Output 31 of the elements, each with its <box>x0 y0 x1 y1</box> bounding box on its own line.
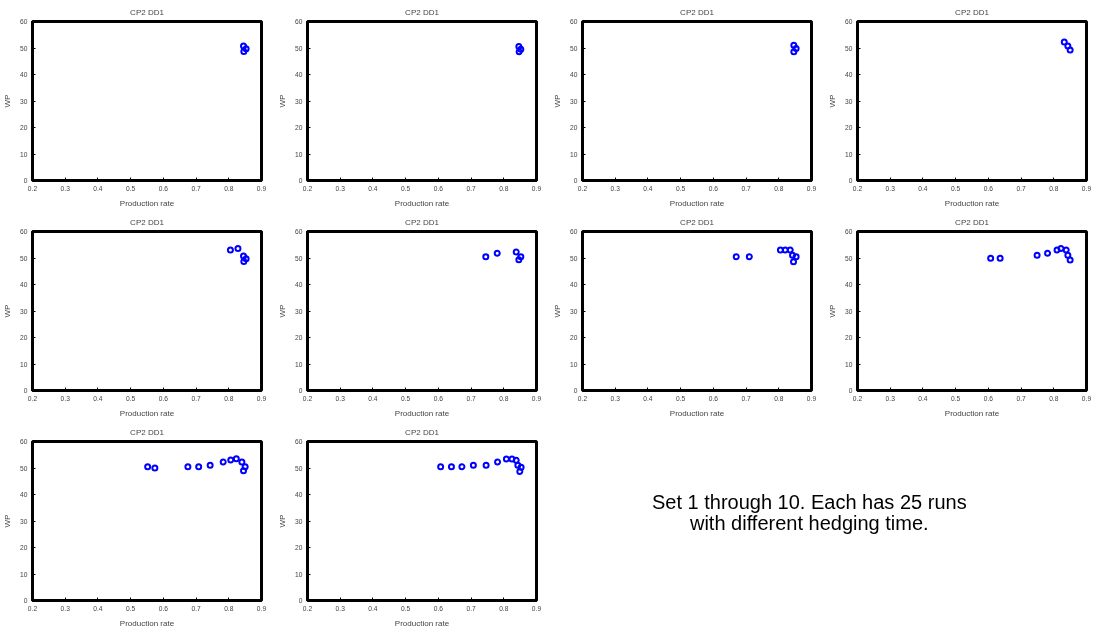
chart-title: CP2 DD1 <box>405 217 440 227</box>
chart-title: CP2 DD1 <box>680 217 715 227</box>
chart-title: CP2 DD1 <box>680 7 715 17</box>
x-axis-title: Production rate <box>394 618 450 628</box>
y-axis-title: WP <box>278 94 288 108</box>
chart-title: CP2 DD1 <box>955 217 990 227</box>
y-axis-title: WP <box>3 304 13 318</box>
x-axis-title: Production rate <box>669 198 725 208</box>
x-axis-title: Production rate <box>669 408 725 418</box>
y-axis-title: WP <box>553 94 563 108</box>
y-axis-title: WP <box>828 304 838 318</box>
x-axis-title: Production rate <box>944 408 1000 418</box>
chart-title: CP2 DD1 <box>405 427 440 437</box>
x-axis-title: Production rate <box>119 408 175 418</box>
x-axis-title: Production rate <box>944 198 1000 208</box>
x-axis-title: Production rate <box>119 618 175 628</box>
y-axis-title: WP <box>828 94 838 108</box>
chart-title: CP2 DD1 <box>130 7 165 17</box>
y-axis-title: WP <box>3 94 13 108</box>
y-axis-title: WP <box>3 514 13 528</box>
x-axis-title: Production rate <box>119 198 175 208</box>
x-axis-title: Production rate <box>394 198 450 208</box>
chart-title: CP2 DD1 <box>130 427 165 437</box>
chart-title: CP2 DD1 <box>405 7 440 17</box>
y-axis-title: WP <box>278 514 288 528</box>
text: Set 1 through 10. Each has 25 runs <box>651 490 967 513</box>
y-axis-title: WP <box>553 304 563 318</box>
chart-title: CP2 DD1 <box>955 7 990 17</box>
x-axis-title: Production rate <box>394 408 450 418</box>
chart-title: CP2 DD1 <box>130 217 165 227</box>
y-axis-title: WP <box>278 304 288 318</box>
